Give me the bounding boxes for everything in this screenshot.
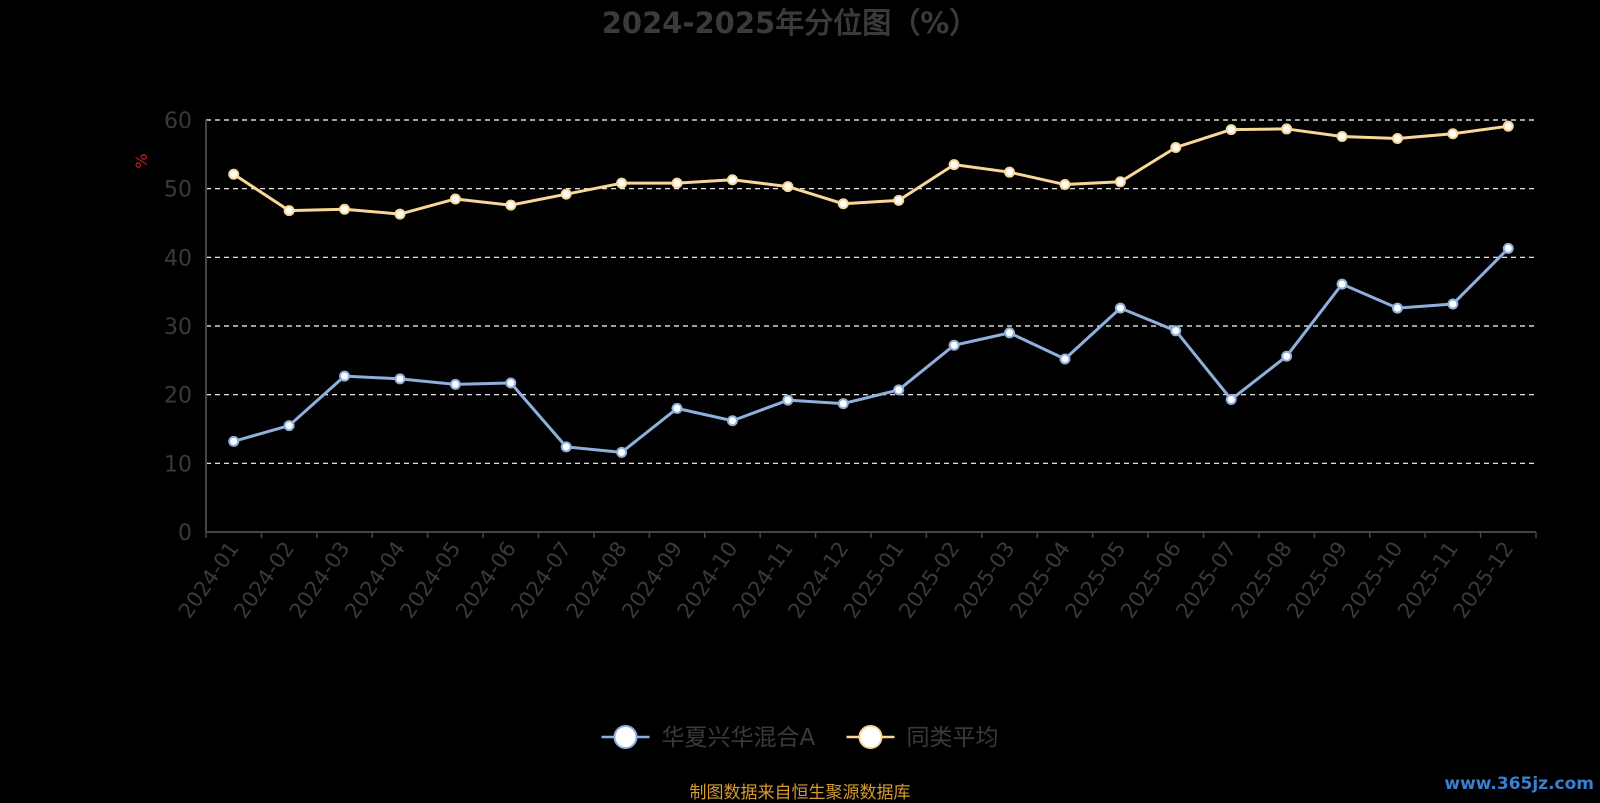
data-point: [671, 402, 683, 414]
data-point: [1281, 350, 1293, 362]
data-point: [671, 177, 683, 189]
data-point: [1336, 130, 1348, 142]
data-point: [782, 394, 794, 406]
y-tick-label: 0: [178, 521, 192, 546]
data-point: [782, 181, 794, 193]
legend-marker: [613, 725, 638, 749]
data-point: [394, 373, 406, 385]
legend-marker: [858, 725, 883, 749]
y-tick-label: 20: [164, 384, 192, 409]
y-tick-label: 60: [164, 109, 192, 134]
data-point: [948, 339, 960, 351]
y-tick-label: 40: [164, 246, 192, 271]
data-point: [505, 377, 517, 389]
data-point: [1502, 120, 1514, 132]
data-source-note: 制图数据来自恒生聚源数据库: [689, 783, 911, 803]
data-point: [1225, 124, 1237, 136]
legend-item: 同类平均: [846, 725, 999, 751]
data-point: [283, 420, 295, 432]
data-point: [1447, 128, 1459, 140]
data-point: [1114, 302, 1126, 314]
data-point: [616, 177, 628, 189]
legend-item: 华夏兴华混合A: [601, 725, 816, 751]
series-line: [232, 124, 1509, 216]
y-axis-label: %: [132, 153, 151, 168]
data-point: [616, 446, 628, 458]
data-point: [1170, 325, 1182, 337]
data-point: [560, 188, 572, 200]
data-point: [339, 203, 351, 215]
data-point: [1447, 298, 1459, 310]
data-point: [948, 159, 960, 171]
data-point: [1391, 133, 1403, 145]
data-point: [1170, 141, 1182, 153]
data-point: [837, 198, 849, 210]
data-point: [505, 199, 517, 211]
data-point: [1225, 393, 1237, 405]
data-point: [1059, 353, 1071, 365]
data-point: [1391, 302, 1403, 314]
chart-title: 2024-2025年分位图（%）: [602, 6, 979, 40]
data-point: [1281, 123, 1293, 135]
data-point: [228, 168, 240, 180]
data-point: [1004, 327, 1016, 339]
y-tick-label: 30: [164, 315, 192, 340]
data-point: [1059, 179, 1071, 191]
data-point: [893, 384, 905, 396]
data-point: [283, 205, 295, 217]
legend-label: 同类平均: [907, 725, 999, 751]
data-point: [1114, 176, 1126, 188]
watermark: www.365jz.com: [1444, 774, 1594, 794]
series-line: [233, 247, 1510, 454]
data-point: [1336, 278, 1348, 290]
data-point: [449, 378, 461, 390]
data-point: [1502, 242, 1514, 254]
data-point: [339, 370, 351, 382]
data-point: [449, 193, 461, 205]
data-point: [837, 398, 849, 410]
y-tick-label: 10: [164, 452, 192, 477]
data-point: [893, 194, 905, 206]
data-point: [726, 174, 738, 186]
data-point: [394, 208, 406, 220]
data-point: [560, 441, 572, 453]
y-tick-label: 50: [164, 178, 192, 203]
data-point: [1004, 166, 1016, 178]
data-point: [726, 415, 738, 427]
data-point: [228, 435, 240, 447]
legend-label: 华夏兴华混合A: [662, 725, 816, 751]
